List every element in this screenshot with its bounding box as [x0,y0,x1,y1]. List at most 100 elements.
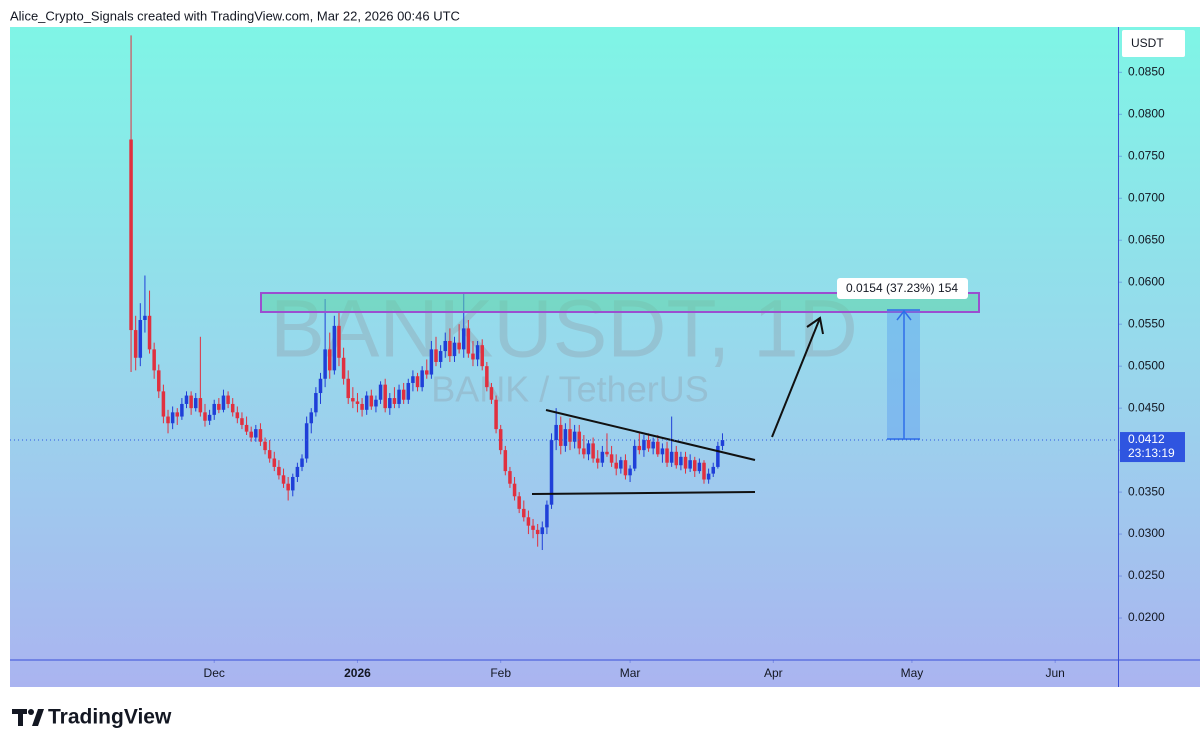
candle-body [595,458,600,463]
candle-body [461,328,466,350]
candle-body [309,412,314,424]
candle-body [665,448,669,463]
candle-body [425,370,429,375]
candle-body [217,403,221,410]
candle-body [457,342,461,350]
trendline-lower [531,491,756,495]
x-tick-label: Mar [620,666,641,680]
candle-body [415,376,420,388]
candle-body [184,395,189,404]
candle-body [281,475,286,484]
candle-body [207,414,212,421]
candle-body [203,412,207,421]
candle-body [378,384,383,400]
candle-body [401,389,406,400]
candle-body [341,357,346,379]
candle-body [388,398,392,409]
candle-body [711,466,715,474]
candle-body [656,441,660,455]
candle-body [355,401,360,404]
candle-body [452,342,457,357]
candle-body [637,445,642,451]
candle-body [198,398,203,413]
candle-body [448,340,452,357]
candle-body [429,349,434,375]
candle-body [651,441,655,449]
candle-body [660,448,665,455]
candle-body [263,441,267,451]
candle-body [267,450,272,459]
candle-body [531,525,535,530]
candle-body [669,451,674,463]
chart-background [10,27,1200,687]
candle-body [346,378,350,399]
x-tick-label: May [901,666,924,680]
candle-body [706,473,711,480]
candle-body [485,366,489,388]
x-tick-label: Dec [204,666,225,680]
candle-body [540,527,545,535]
candle-body [374,399,378,407]
logo-text: TradingView [48,706,172,729]
x-tick-label: 2026 [344,666,371,680]
candle-body [170,412,175,424]
candle-body [697,462,702,472]
candle-body [254,429,258,438]
candle-body [323,349,327,379]
candle-body [494,399,498,430]
candle-body [397,389,401,404]
candle-body [572,431,577,442]
currency-box [1122,30,1185,57]
candle-body [161,391,166,417]
candle-body [475,345,480,360]
candle-body [628,468,632,476]
currency-label: USDT [1131,36,1164,50]
candle-body [535,529,540,535]
candle-body [586,443,591,455]
candle-body [249,431,253,438]
candle-body [508,471,512,484]
x-tick-label: Feb [490,666,511,680]
candle-body [632,445,637,469]
x-tick-label: Apr [764,666,783,680]
candle-body [480,345,484,367]
y-tick-label: 0.0850 [1128,65,1165,79]
candle-body [411,376,415,383]
candle-body [503,450,508,472]
candle-body [314,393,318,413]
candle-body [327,349,332,371]
measure-label: 0.0154 (37.23%) 154 [846,281,958,295]
candle-body [300,458,304,467]
y-tick-label: 0.0350 [1128,484,1165,498]
candle-body [420,370,424,388]
candle-body [364,395,369,410]
candle-body [702,462,706,480]
candle-body [582,448,586,455]
candle-body [646,440,651,449]
y-tick-label: 0.0650 [1128,232,1165,246]
candle-body [489,387,494,400]
candle-body [133,330,138,358]
candle-body [143,315,147,320]
y-tick-label: 0.0550 [1128,316,1165,330]
candle-body [212,403,216,415]
candle-body [693,460,697,472]
candle-body [175,412,180,417]
candle-body [545,504,549,528]
candle-body [623,460,628,476]
candle-body [277,466,281,476]
y-tick-label: 0.0200 [1128,610,1165,624]
candle-body [295,466,300,477]
projection-arrow [771,316,824,438]
y-tick-label: 0.0300 [1128,526,1165,540]
candle-body [716,445,720,467]
candle-body [230,403,235,413]
candle-body [517,496,521,509]
candle-body [138,319,143,358]
candle-body [683,456,688,469]
candles [129,35,725,551]
y-tick-label: 0.0450 [1128,400,1165,414]
candle-body [383,384,387,409]
candle-body [471,353,475,360]
